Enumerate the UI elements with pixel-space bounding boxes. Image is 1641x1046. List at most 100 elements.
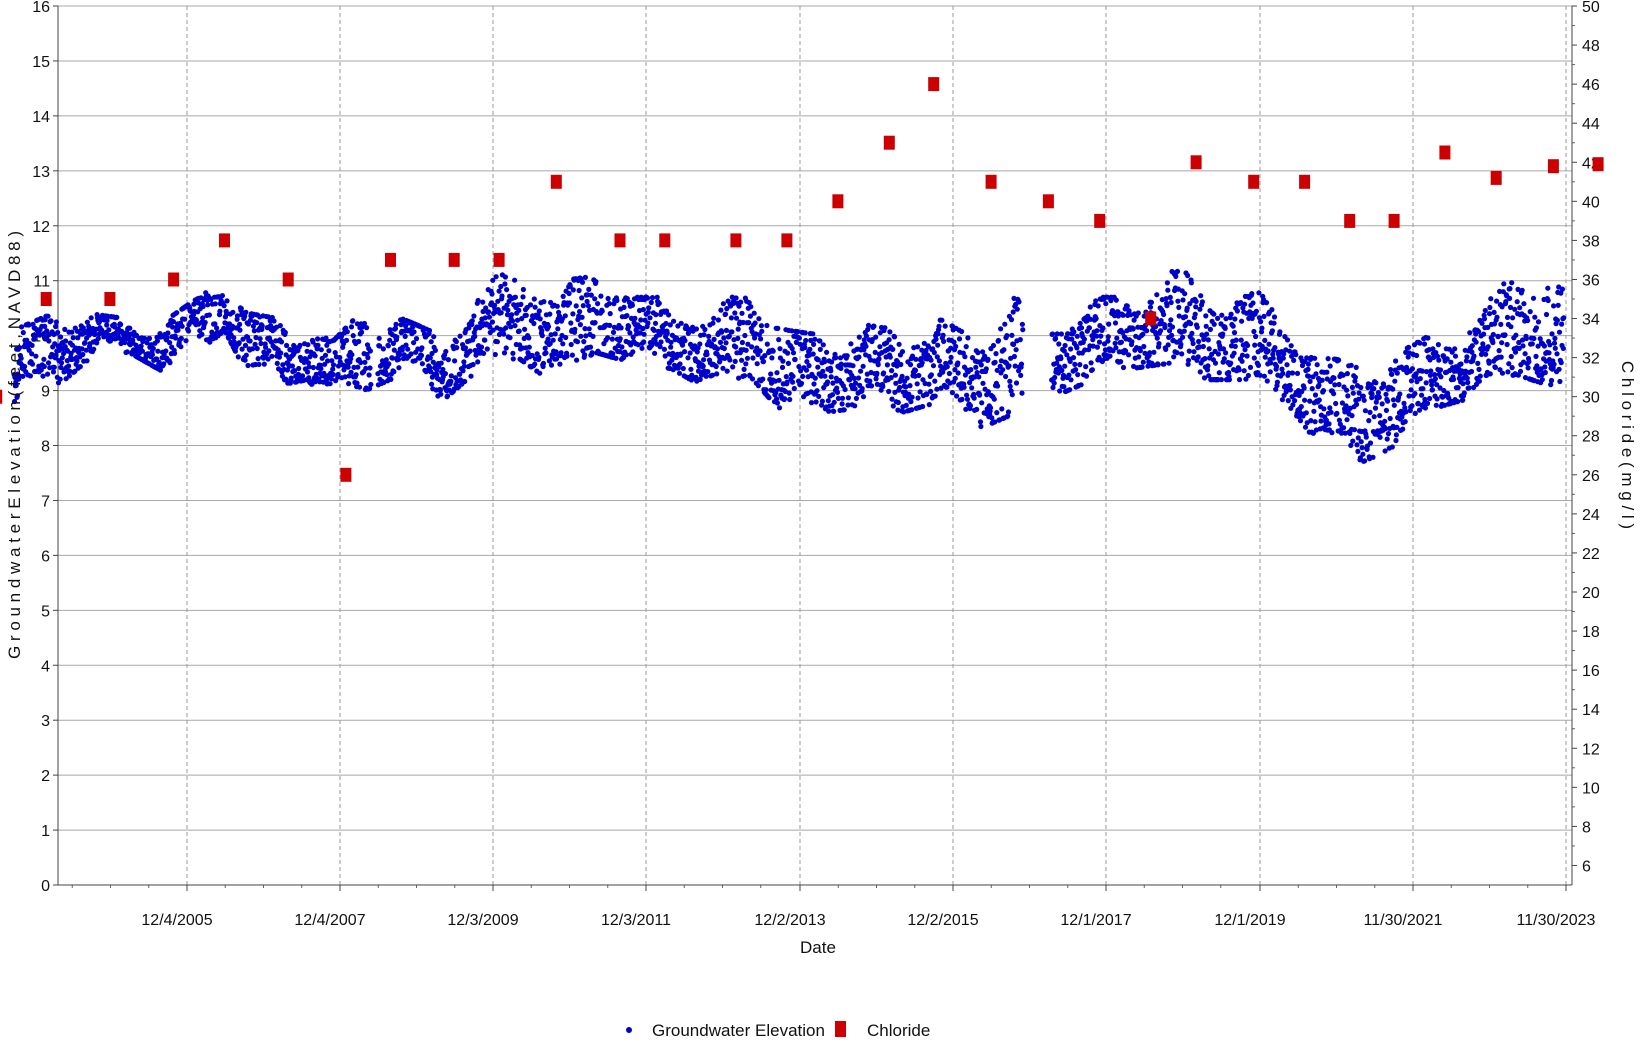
groundwater-point xyxy=(892,372,899,378)
groundwater-point xyxy=(1287,382,1293,389)
groundwater-point xyxy=(810,331,816,337)
groundwater-point xyxy=(1464,375,1470,381)
groundwater-point xyxy=(1094,333,1100,339)
groundwater-point xyxy=(122,339,128,346)
groundwater-point xyxy=(242,357,248,363)
groundwater-point xyxy=(509,312,515,318)
groundwater-point xyxy=(1212,360,1219,366)
groundwater-point xyxy=(516,328,522,334)
y-right-tick-label: 44 xyxy=(1582,116,1600,133)
groundwater-point xyxy=(887,354,893,360)
groundwater-point xyxy=(75,335,81,341)
groundwater-point xyxy=(1093,316,1099,322)
groundwater-point xyxy=(983,366,989,372)
groundwater-point xyxy=(705,369,711,375)
groundwater-point xyxy=(1280,370,1286,377)
groundwater-point xyxy=(88,315,94,321)
groundwater-point xyxy=(429,350,435,357)
groundwater-point xyxy=(1482,307,1488,314)
groundwater-point xyxy=(144,340,150,346)
groundwater-point xyxy=(1185,357,1192,363)
groundwater-point xyxy=(1348,362,1354,368)
groundwater-point xyxy=(1166,328,1173,334)
groundwater-point xyxy=(632,315,638,321)
chloride-point xyxy=(928,77,940,92)
groundwater-point xyxy=(1176,313,1182,319)
groundwater-point xyxy=(1556,366,1562,372)
groundwater-point xyxy=(1468,368,1475,375)
groundwater-point xyxy=(1257,372,1263,378)
groundwater-point xyxy=(732,310,738,316)
y-right-tick-label: 18 xyxy=(1582,624,1600,641)
groundwater-point xyxy=(803,337,809,344)
groundwater-point xyxy=(667,322,673,328)
groundwater-point xyxy=(1285,398,1291,404)
groundwater-point xyxy=(1066,372,1072,378)
groundwater-point xyxy=(915,344,921,350)
groundwater-point xyxy=(953,343,959,350)
groundwater-point xyxy=(1508,324,1514,330)
groundwater-point xyxy=(619,344,625,350)
groundwater-point xyxy=(239,346,245,352)
groundwater-point xyxy=(305,342,311,348)
groundwater-point xyxy=(1370,454,1376,460)
groundwater-point xyxy=(1434,396,1440,402)
y-right-tick-label: 46 xyxy=(1582,77,1600,94)
groundwater-point xyxy=(635,342,641,348)
groundwater-point xyxy=(828,374,834,380)
groundwater-point xyxy=(1013,380,1020,386)
groundwater-point xyxy=(1136,354,1142,360)
x-tick-label: 12/3/2011 xyxy=(601,912,671,929)
groundwater-point xyxy=(1487,304,1493,311)
groundwater-point xyxy=(1401,400,1407,406)
groundwater-point xyxy=(1174,268,1181,274)
groundwater-point xyxy=(245,362,251,369)
groundwater-point xyxy=(1497,288,1503,294)
groundwater-point xyxy=(991,396,997,402)
groundwater-point xyxy=(797,341,803,347)
groundwater-point xyxy=(1352,374,1358,380)
groundwater-point xyxy=(164,335,170,341)
groundwater-point xyxy=(1077,320,1083,326)
groundwater-point xyxy=(1419,392,1425,398)
groundwater-point xyxy=(318,366,324,372)
groundwater-point xyxy=(1266,341,1272,347)
groundwater-point xyxy=(1185,272,1191,279)
groundwater-point xyxy=(802,330,808,336)
groundwater-point xyxy=(1382,418,1388,424)
groundwater-point xyxy=(1517,305,1523,311)
groundwater-point xyxy=(587,344,594,350)
groundwater-point xyxy=(95,335,101,342)
groundwater-point xyxy=(247,317,254,323)
groundwater-point xyxy=(1234,308,1240,314)
groundwater-point xyxy=(353,372,359,378)
groundwater-point xyxy=(1262,354,1268,360)
groundwater-point xyxy=(1530,295,1537,301)
groundwater-point xyxy=(1179,351,1185,357)
groundwater-point xyxy=(278,350,284,356)
groundwater-point xyxy=(1545,285,1551,291)
groundwater-point xyxy=(848,341,854,347)
groundwater-point xyxy=(969,385,975,391)
groundwater-point xyxy=(948,354,954,360)
groundwater-point xyxy=(536,308,542,314)
groundwater-point xyxy=(1074,333,1080,339)
groundwater-point xyxy=(44,328,50,334)
groundwater-point xyxy=(916,372,922,379)
groundwater-point xyxy=(356,338,362,345)
groundwater-point xyxy=(919,360,925,366)
groundwater-point xyxy=(872,349,878,355)
groundwater-point xyxy=(963,406,969,412)
groundwater-point xyxy=(1058,355,1064,362)
groundwater-point xyxy=(1342,430,1348,436)
groundwater-point xyxy=(1334,410,1340,416)
groundwater-point xyxy=(278,339,285,345)
groundwater-point xyxy=(205,302,211,308)
groundwater-point xyxy=(1009,332,1015,338)
groundwater-point xyxy=(29,342,35,348)
groundwater-point xyxy=(721,345,727,352)
groundwater-point xyxy=(1280,355,1286,361)
groundwater-point xyxy=(1312,355,1318,361)
groundwater-point xyxy=(677,361,683,367)
groundwater-point xyxy=(1258,319,1264,325)
